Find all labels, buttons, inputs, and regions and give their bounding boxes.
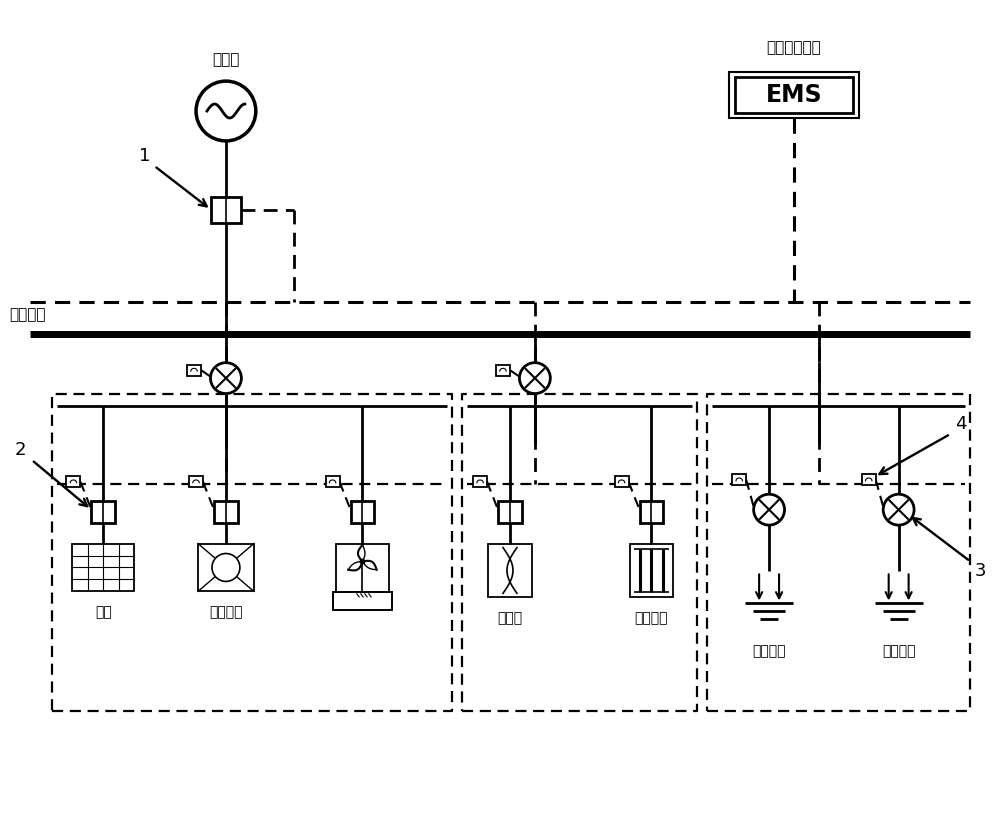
Bar — [72, 543, 134, 591]
Bar — [496, 365, 510, 376]
Bar — [66, 476, 80, 487]
Circle shape — [754, 494, 785, 525]
Bar — [862, 474, 876, 485]
Text: 燃料电池: 燃料电池 — [635, 612, 668, 626]
Bar — [732, 474, 746, 485]
Text: 1: 1 — [139, 147, 150, 165]
Bar — [333, 593, 392, 610]
Circle shape — [519, 363, 550, 394]
Text: 一般负荷: 一般负荷 — [752, 644, 786, 658]
Circle shape — [360, 559, 365, 564]
Text: 光伏: 光伏 — [95, 605, 112, 619]
Text: 交流母线: 交流母线 — [10, 307, 46, 322]
Bar — [351, 501, 374, 523]
Text: 3: 3 — [975, 562, 986, 580]
Bar — [735, 77, 853, 113]
Circle shape — [212, 553, 240, 581]
Bar — [615, 476, 629, 487]
Text: 燃气轮机: 燃气轮机 — [209, 605, 243, 619]
Bar — [91, 501, 115, 523]
Bar — [198, 543, 254, 591]
Bar — [640, 501, 663, 523]
Text: 2: 2 — [15, 441, 26, 459]
Text: 主电网: 主电网 — [212, 52, 240, 67]
Bar — [211, 196, 241, 223]
Bar — [488, 543, 532, 598]
Text: 风机: 风机 — [354, 594, 371, 608]
Text: EMS: EMS — [766, 83, 822, 107]
Circle shape — [196, 81, 256, 141]
Bar — [326, 476, 340, 487]
Bar — [187, 365, 201, 376]
Bar — [214, 501, 238, 523]
Text: 锂电池: 锂电池 — [497, 612, 523, 626]
Bar — [189, 476, 203, 487]
Bar — [473, 476, 487, 487]
Bar — [729, 72, 859, 118]
Circle shape — [883, 494, 914, 525]
Bar — [336, 543, 389, 598]
Text: 敏感负荷: 敏感负荷 — [882, 644, 915, 658]
Bar — [498, 501, 522, 523]
Text: 能量管理系统: 能量管理系统 — [767, 40, 821, 55]
Bar — [630, 543, 673, 598]
Circle shape — [210, 363, 241, 394]
Text: 4: 4 — [955, 415, 966, 433]
